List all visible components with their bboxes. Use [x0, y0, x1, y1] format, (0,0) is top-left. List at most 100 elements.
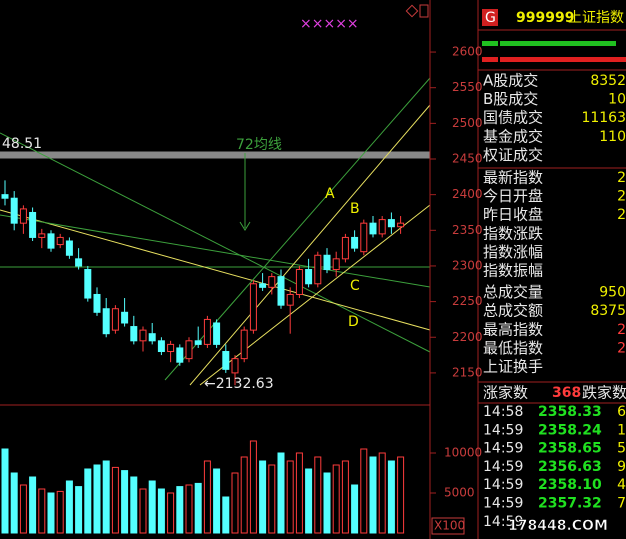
volume-bar: [93, 464, 101, 534]
row-label: 最低指数: [483, 339, 543, 357]
candle-body: [249, 283, 257, 331]
row-label: 总成交量: [483, 283, 543, 301]
y-tick-label: 10000: [444, 446, 482, 460]
candle-body: [167, 343, 175, 353]
candle-body: [185, 340, 193, 360]
volume-bar: [323, 472, 331, 534]
row-value: 11163: [581, 110, 626, 126]
row-value: 110: [599, 129, 626, 145]
candle-body: [378, 219, 386, 235]
volume-bar: [121, 470, 129, 534]
volume-bar: [176, 486, 184, 534]
y-tick-label: 2450: [452, 152, 483, 166]
tick-time: 14:58: [483, 404, 523, 420]
tick-time: 14:59: [483, 441, 523, 457]
tick-price: 2358.10: [538, 477, 602, 493]
y-tick-label: 5000: [444, 486, 475, 500]
volume-bar: [387, 460, 395, 534]
volume-bar: [84, 468, 92, 534]
volume-bar: [19, 484, 27, 534]
volume-bar: [157, 488, 165, 534]
candle-body: [314, 254, 322, 285]
name: 上证指数: [568, 10, 624, 26]
y-tick-label: 2300: [452, 258, 483, 272]
volume-bar: [185, 484, 193, 534]
tick-price: 2358.33: [538, 404, 602, 420]
tick-volume: 7: [617, 496, 626, 512]
volume-bar: [111, 466, 119, 534]
row-value: 950: [599, 285, 626, 301]
candle-body: [93, 293, 101, 313]
tick-time: 14:59: [483, 477, 523, 493]
tick-volume: 1: [617, 422, 626, 438]
flag: G: [485, 10, 496, 26]
row-value: 8375: [590, 303, 626, 319]
candle-body: [397, 222, 405, 228]
tick-price: 2356.63: [538, 459, 602, 475]
row-value: 2: [617, 170, 626, 186]
candle-body: [1, 194, 9, 199]
candle-body: [277, 276, 285, 306]
volume-bar: [360, 448, 368, 534]
volume-bar: [139, 488, 147, 534]
candle-body: [268, 276, 276, 288]
annotation: 72均线: [236, 137, 282, 153]
candle-body: [295, 269, 303, 295]
volume-bar: [259, 460, 267, 534]
tick-time: 14:59: [483, 459, 523, 475]
y-tick-label: 2350: [452, 223, 483, 237]
row-label: 基金成交: [483, 127, 543, 145]
annotation: 48.51: [2, 136, 42, 152]
candle-body: [56, 236, 64, 246]
tick-price: 2358.65: [538, 441, 602, 457]
annotation: ←2132.63: [204, 376, 274, 392]
candle-body: [47, 233, 55, 249]
candle-body: [240, 329, 248, 360]
volume-bar: [231, 472, 239, 534]
volume-bar: [305, 468, 313, 534]
row-label: 最高指数: [483, 320, 543, 338]
volume-bar: [397, 456, 405, 534]
candle-body: [203, 318, 211, 345]
candle-body: [29, 211, 37, 238]
breadth-label: 跌家数: [582, 384, 626, 402]
candle-body: [19, 208, 27, 224]
tick-time: 14:59: [483, 496, 523, 512]
volume-bar: [10, 472, 18, 534]
annotation: ×××××: [300, 16, 359, 32]
flag-box: [482, 9, 498, 26]
volume-bar: [222, 496, 230, 534]
trend-line: [189, 104, 431, 386]
candle-body: [323, 254, 331, 271]
y-tick-label: 2200: [452, 330, 483, 344]
candle-body: [148, 333, 156, 342]
unit-box: [431, 517, 465, 535]
candle-body: [259, 283, 267, 288]
volume-bar: [47, 492, 55, 534]
candle-body: [102, 308, 110, 335]
volume-bar: [167, 492, 175, 534]
volume-bar: [148, 480, 156, 534]
candle-body: [130, 326, 138, 342]
row-value: 2: [617, 189, 626, 205]
annotation: B: [350, 201, 360, 217]
bar: [500, 41, 616, 46]
candle-body: [84, 269, 92, 299]
trend-line: [0, 132, 431, 353]
row-label: B股成交: [483, 90, 538, 108]
trend-line: [0, 214, 431, 288]
tick-volume: 9: [617, 459, 626, 475]
volume-bar: [268, 464, 276, 534]
breadth-value: 368: [552, 385, 581, 401]
volume-bar: [314, 456, 322, 534]
row-value: 10: [608, 92, 626, 108]
volume-bar: [249, 440, 257, 534]
volume-bar: [194, 482, 202, 534]
candle-body: [213, 322, 221, 345]
candle-body: [222, 351, 230, 370]
volume-bar: [130, 476, 138, 534]
volume-bar: [213, 468, 221, 534]
annotation: D: [348, 314, 359, 330]
icon: [419, 4, 429, 18]
